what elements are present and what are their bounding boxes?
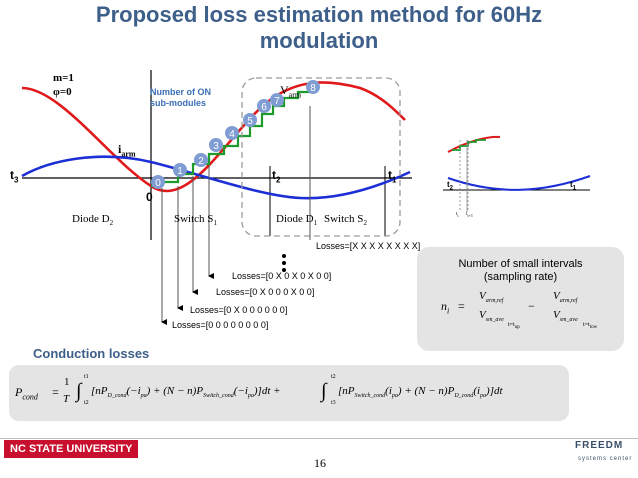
- university-logo: NC STATE UNIVERSITY: [4, 440, 139, 458]
- conduction-equation-panel: [9, 365, 569, 421]
- term-2: [nPSwitch_cond(ipa) + (N − n)PD_cond(ipa…: [338, 385, 503, 400]
- t1-label: t1: [388, 168, 397, 185]
- region-switch-s1: Switch S1: [174, 213, 217, 228]
- ni-denominator-1: Vsm_ave: [479, 309, 504, 324]
- ni-numerator-2: Varm,ref: [553, 290, 578, 305]
- losses-vector-4: Losses=[0 X 0 0 0 0 0 0]: [190, 305, 288, 315]
- conduction-losses-heading: Conduction losses: [33, 346, 150, 361]
- inset-current-curve: [447, 175, 591, 191]
- highlight-region: [241, 77, 401, 237]
- step-number-3: 3: [213, 141, 219, 152]
- step-badge-2: [194, 153, 208, 167]
- slide-title: Proposed loss estimation method for 60Hz…: [0, 2, 638, 54]
- ni-numerator-1: Varm,ref: [479, 290, 504, 305]
- step-badge-6: [257, 99, 271, 113]
- integral-1-upper: t1: [84, 374, 89, 380]
- ni-denominator-2: Vsm_ave: [553, 309, 578, 324]
- current-waveform: [21, 155, 411, 200]
- step-badge-8: [306, 80, 320, 94]
- step-number-2: 2: [198, 156, 204, 167]
- losses-vector-5: Losses=[0 0 0 0 0 0 0 0]: [172, 320, 269, 330]
- step-number-1: 1: [177, 166, 183, 177]
- ellipsis-dot-3: [282, 268, 286, 272]
- inset-t1-label: t1: [570, 180, 577, 192]
- losses-vector-1: Losses=[X X X X X X X X]: [316, 241, 421, 251]
- step-badge-7: [270, 93, 284, 107]
- t2-label: t2: [272, 168, 281, 185]
- sampling-rate-panel: [417, 247, 624, 351]
- integral-2-lower: t3: [331, 400, 336, 406]
- step-badge-4: [225, 126, 239, 140]
- step-number-7: 7: [274, 96, 280, 107]
- inset-ti1-label: ti+1: [466, 212, 473, 218]
- frac-numerator: 1: [64, 376, 70, 388]
- title-line-2: modulation: [259, 28, 379, 53]
- integral-2-upper: t2: [331, 374, 336, 380]
- origin-label: 0: [146, 190, 153, 204]
- pcond-lhs: Pcond: [15, 385, 38, 402]
- step-badge-0: [151, 175, 165, 189]
- region-diode-d1: Diode D1: [276, 213, 318, 228]
- term-1: [nPD_cond(−ipa) + (N − n)PSwitch_cond(−i…: [91, 385, 281, 400]
- t3-label: t3: [10, 168, 19, 185]
- on-note-line-2: sub-modules: [150, 98, 207, 108]
- ellipsis-dot-2: [282, 261, 286, 265]
- on-submodules-note: Number of ON sub-modules: [150, 87, 228, 109]
- ellipsis-dot-1: [282, 254, 286, 258]
- freedm-logo: FREEDM: [575, 440, 624, 451]
- step-number-8: 8: [310, 83, 316, 94]
- sampling-title-line-1: Number of small intervals: [458, 258, 583, 270]
- step-number-4: 4: [229, 129, 235, 140]
- on-note-line-1: Number of ON: [150, 87, 212, 97]
- region-diode-d2: Diode D2: [72, 213, 114, 228]
- step-badge-1: [173, 163, 187, 177]
- step-number-6: 6: [261, 102, 267, 113]
- freedm-logo-subtitle: systems center: [578, 456, 633, 462]
- inset-t2-label: t2: [447, 180, 454, 192]
- step-badge-5: [243, 113, 257, 127]
- varm-label: Varm: [280, 83, 302, 100]
- integral-1-lower: t2: [84, 400, 89, 406]
- losses-vector-3: Losses=[0 X 0 0 0 X 0 0]: [216, 287, 315, 297]
- page-number: 16: [314, 456, 326, 470]
- ni-lhs: ni: [441, 299, 450, 316]
- ni-minus: −: [528, 299, 535, 313]
- ni-eval-1: t=tup: [508, 322, 520, 331]
- ni-equals: =: [458, 299, 465, 313]
- iarm-label: iarm: [118, 142, 136, 159]
- footer-divider: [0, 438, 638, 439]
- step-number-0: 0: [155, 178, 161, 189]
- step-number-5: 5: [247, 116, 253, 127]
- sampling-title-line-2: (sampling rate): [483, 271, 558, 283]
- title-line-1: Proposed loss estimation method for 60Hz: [95, 2, 543, 27]
- integral-sign-2: ∫: [321, 380, 327, 402]
- modulation-index-label: m=1: [53, 72, 74, 84]
- region-switch-s2: Switch S2: [324, 213, 367, 228]
- inset-ti-label: ti: [456, 212, 459, 218]
- ni-eval-2: t=tlow: [583, 322, 598, 331]
- integral-sign-1: ∫: [76, 380, 82, 402]
- frac-denominator: T: [63, 393, 70, 405]
- phase-angle-label: φ=0: [53, 86, 72, 98]
- step-badge-3: [209, 138, 223, 152]
- losses-vector-2: Losses=[0 X 0 X 0 X 0 0]: [232, 271, 332, 281]
- sampling-rate-title: Number of small intervals (sampling rate…: [417, 258, 624, 284]
- pcond-equals: =: [52, 385, 59, 399]
